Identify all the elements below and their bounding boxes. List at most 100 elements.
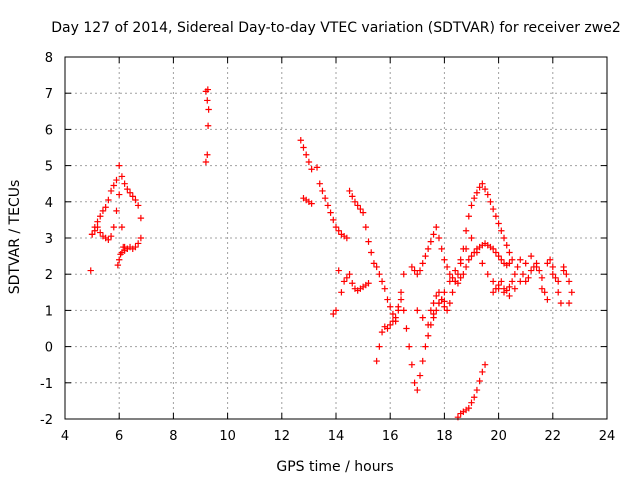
data-point — [349, 280, 356, 287]
data-point — [97, 229, 104, 236]
data-point — [533, 263, 540, 271]
data-point — [460, 271, 467, 278]
data-point — [387, 321, 394, 329]
data-point — [300, 144, 307, 151]
y-tick-label: 5 — [45, 160, 53, 175]
data-point — [492, 285, 500, 292]
data-point — [335, 227, 342, 234]
data-point — [397, 289, 405, 296]
data-point — [205, 106, 212, 113]
series-track-m — [489, 256, 575, 307]
y-tick-label: -2 — [40, 413, 53, 428]
data-point — [137, 234, 145, 242]
data-point — [457, 256, 464, 263]
data-point — [419, 357, 426, 365]
data-point — [489, 205, 497, 213]
data-point — [560, 267, 567, 274]
data-point — [88, 231, 96, 238]
data-point — [484, 191, 491, 198]
x-tick-label: 4 — [61, 429, 69, 444]
data-point — [365, 238, 372, 245]
data-point — [506, 292, 513, 300]
chart-title: Day 127 of 2014, Sidereal Day-to-day VTE… — [51, 20, 621, 36]
data-point — [536, 267, 543, 274]
data-point — [94, 218, 101, 225]
data-point — [113, 176, 120, 184]
data-point — [563, 271, 570, 278]
data-point — [446, 278, 454, 285]
data-point — [114, 261, 122, 269]
data-point — [538, 274, 546, 282]
data-point — [435, 234, 443, 242]
data-point — [408, 263, 416, 271]
data-point — [411, 379, 418, 386]
data-point — [489, 245, 497, 253]
data-point — [489, 289, 497, 296]
data-point — [441, 289, 448, 296]
data-point — [433, 292, 440, 300]
data-point — [302, 151, 310, 158]
data-point — [506, 260, 513, 267]
data-point — [400, 271, 407, 278]
data-point — [511, 271, 519, 278]
data-point — [397, 296, 405, 303]
series-track-f — [300, 194, 315, 207]
data-point — [116, 162, 123, 169]
data-point — [395, 303, 402, 310]
y-tick-label: 1 — [45, 304, 53, 319]
data-point — [116, 191, 123, 198]
data-point — [416, 267, 424, 274]
data-point — [308, 200, 315, 207]
series-track-h — [373, 296, 448, 394]
x-tick-label: 24 — [599, 429, 616, 444]
data-point — [495, 281, 502, 289]
data-point — [449, 274, 456, 282]
data-point — [468, 252, 475, 260]
data-point — [134, 202, 142, 209]
data-point — [424, 332, 432, 339]
data-point — [316, 180, 323, 187]
data-point — [484, 271, 491, 278]
data-point — [424, 321, 432, 329]
data-point — [422, 252, 429, 260]
data-point — [121, 180, 128, 187]
x-tick-label: 14 — [328, 429, 345, 444]
data-point — [118, 223, 126, 231]
data-point — [384, 296, 391, 303]
data-point — [378, 328, 386, 336]
data-point — [338, 289, 345, 296]
y-tick-label: 0 — [45, 341, 53, 356]
data-point — [462, 245, 470, 253]
data-point — [438, 245, 445, 253]
data-point — [492, 213, 500, 220]
data-point — [110, 223, 117, 231]
data-point — [495, 220, 502, 227]
data-point — [204, 86, 212, 93]
data-point — [435, 299, 443, 307]
data-point — [370, 260, 378, 267]
series-track-g — [330, 267, 372, 318]
data-point — [514, 263, 521, 271]
data-point — [544, 260, 551, 267]
x-tick-label: 20 — [490, 429, 507, 444]
data-point — [414, 271, 421, 278]
x-tick-label: 18 — [436, 429, 453, 444]
data-point — [508, 278, 516, 285]
data-point — [327, 209, 334, 216]
data-point — [422, 343, 429, 350]
data-point — [373, 263, 380, 271]
data-point — [549, 263, 556, 271]
data-point — [479, 260, 486, 267]
data-point — [87, 267, 94, 274]
data-point — [503, 287, 510, 294]
data-point — [538, 285, 546, 292]
data-point — [343, 274, 351, 282]
data-point — [430, 310, 437, 318]
data-point — [120, 243, 127, 251]
x-tick-label: 6 — [115, 429, 123, 444]
data-point — [481, 361, 489, 368]
data-point — [340, 278, 348, 285]
data-point — [544, 296, 551, 303]
